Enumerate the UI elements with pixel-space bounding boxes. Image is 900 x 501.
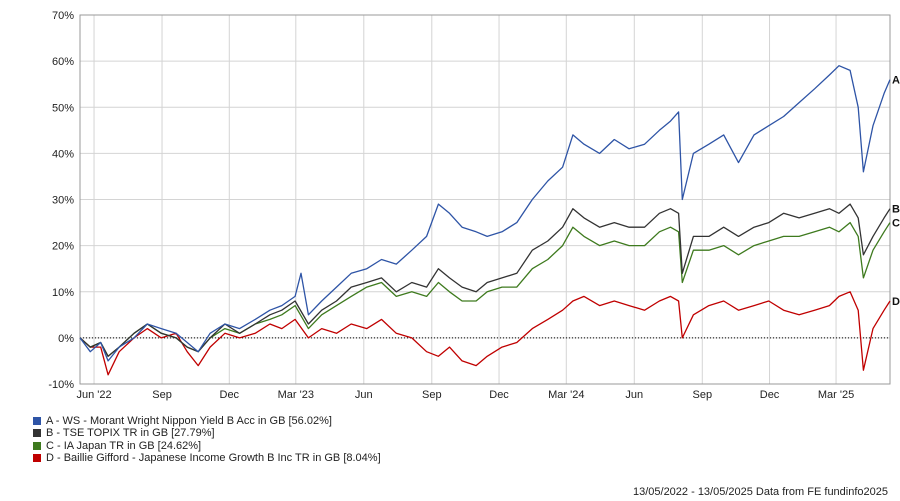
y-tick-label: 20% [52, 241, 74, 253]
series-line-c [79, 221, 891, 357]
series-end-labels: A BC D [892, 75, 900, 308]
y-axis-tick-labels: -10% 0% 10% 20% 30% 40% 50% 60% 70% [48, 10, 74, 391]
footer-date-range: 13/05/2022 - 13/05/2025 Data from FE fun… [632, 486, 888, 498]
legend-label-c: C - IA Japan TR in GB [24.62%] [46, 439, 202, 452]
legend-swatch-c [33, 441, 41, 450]
legend-item-c: C - IA Japan TR in GB [24.62%] [33, 440, 381, 452]
x-tick-label: Dec [760, 389, 780, 401]
plot-area-border [79, 14, 891, 385]
legend-swatch-d [33, 454, 41, 463]
y-tick-label: 70% [52, 10, 74, 22]
legend-swatch-a [33, 417, 41, 426]
y-tick-label: 60% [52, 56, 74, 68]
series-end-label-b: B [892, 204, 900, 216]
x-tick-label: Jun [355, 389, 373, 401]
x-tick-label: Sep [422, 389, 442, 401]
legend-label-a: A - WS - Morant Wright Nippon Yield B Ac… [46, 415, 332, 427]
x-axis-tick-labels: Jun '22 Sep Dec Mar '23 Jun Sep Dec Mar '24 Jun S… [76, 389, 854, 401]
legend-swatch-b [33, 429, 41, 438]
x-tick-label: Mar '24 [548, 389, 584, 401]
legend-label-d: D - Baillie Gifford - Japanese Income Gr… [46, 451, 381, 464]
y-tick-label: 30% [52, 195, 74, 207]
series-lines [79, 65, 891, 376]
y-tick-label: 40% [52, 148, 74, 160]
y-tick-label: 0% [58, 333, 74, 345]
x-tick-label: Sep [692, 389, 712, 401]
performance-chart: -10% 0% 10% 20% 30% 40% 50% 60% 70% Jun '22 Sep De… [48, 10, 900, 401]
series-end-label-c: C [892, 218, 900, 230]
series-line-d [79, 291, 891, 376]
x-tick-label: Dec [220, 389, 240, 401]
series-line-a [79, 65, 891, 362]
x-tick-label: Mar '25 [818, 389, 854, 401]
x-tick-label: Mar '23 [278, 389, 314, 401]
series-line-b [79, 203, 891, 357]
y-tick-label: 10% [52, 287, 74, 299]
y-tick-label: 50% [52, 102, 74, 114]
legend: A - WS - Morant Wright Nippon Yield B Ac… [33, 415, 381, 464]
x-tick-label: Jun [625, 389, 643, 401]
legend-label-b: B - TSE TOPIX TR in GB [27.79%] [46, 427, 215, 440]
legend-item-d: D - Baillie Gifford - Japanese Income Gr… [33, 452, 381, 464]
series-end-label-d: D [892, 296, 900, 308]
x-tick-label: Dec [489, 389, 509, 401]
x-tick-label: Sep [152, 389, 172, 401]
legend-item-b: B - TSE TOPIX TR in GB [27.79%] [33, 427, 381, 439]
x-tick-label: Jun '22 [76, 389, 111, 401]
series-end-label-a: A [892, 75, 900, 87]
gridlines [80, 14, 890, 385]
legend-item-a: A - WS - Morant Wright Nippon Yield B Ac… [33, 415, 381, 427]
y-tick-label: -10% [48, 379, 74, 391]
